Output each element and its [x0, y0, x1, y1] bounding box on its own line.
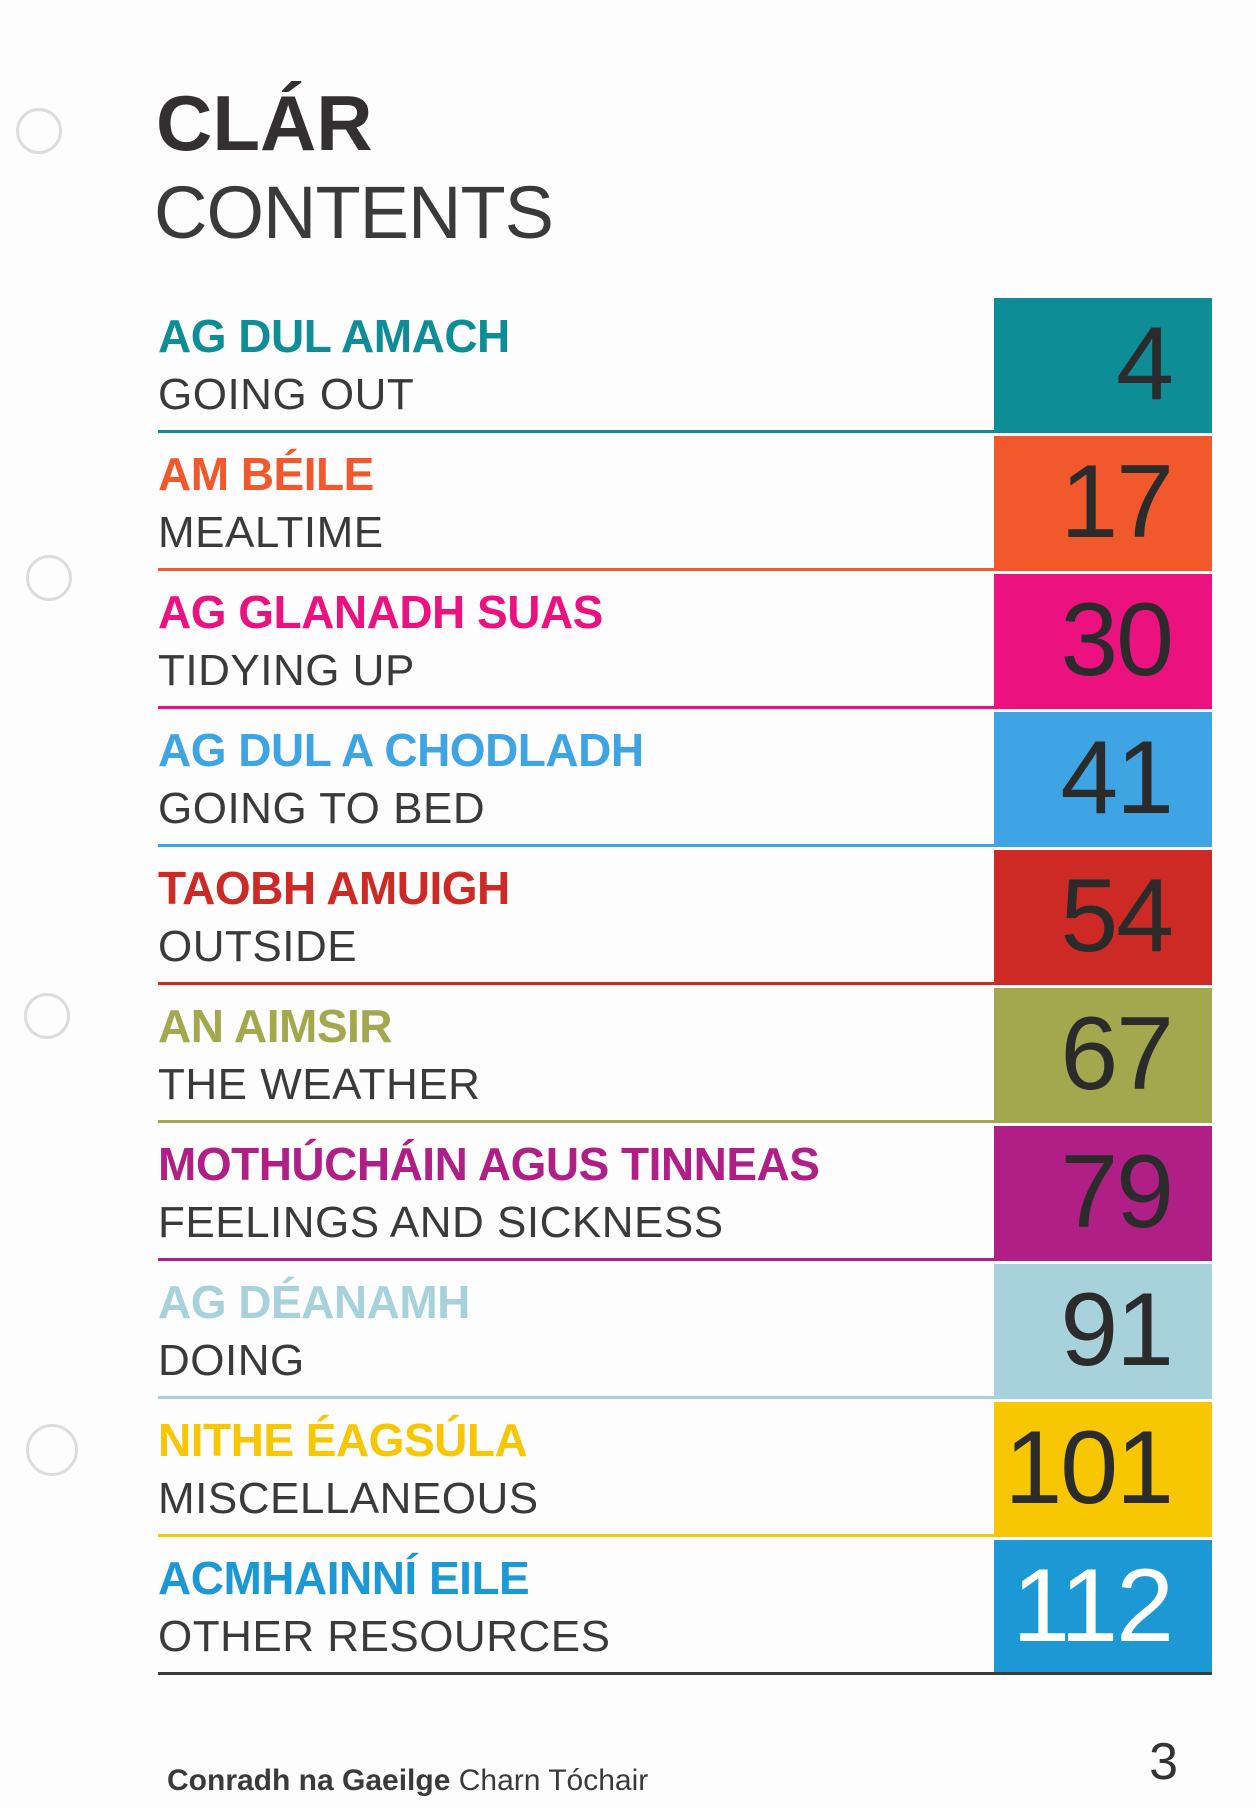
toc-entry-page-box: 91 [994, 1264, 1212, 1396]
toc-entry[interactable]: AG DUL AMACH GOING OUT 4 [158, 295, 1212, 433]
toc-entry[interactable]: MOTHÚCHÁIN AGUS TINNEAS FEELINGS AND SIC… [158, 1123, 1212, 1261]
toc-entry-irish-title: AG DUL AMACH [158, 310, 510, 362]
toc-entry-english-title: OUTSIDE [158, 922, 358, 971]
hole-punch [24, 993, 70, 1039]
toc-entry[interactable]: ACMHAINNÍ EILE OTHER RESOURCES 112 [158, 1537, 1212, 1675]
toc-entry-irish-title: ACMHAINNÍ EILE [158, 1552, 530, 1604]
toc-entry-page-number: 30 [1060, 582, 1174, 698]
toc-entry-page-number: 54 [1060, 858, 1174, 974]
toc-entry[interactable]: NITHE ÉAGSÚLA MISCELLANEOUS 101 [158, 1399, 1212, 1537]
toc-entry-page-number: 4 [1116, 306, 1174, 422]
toc-entry-irish-title: AM BÉILE [158, 448, 374, 500]
footer-publisher-regular: Charn Tóchair [458, 1764, 649, 1797]
toc-entry-english-title: DOING [158, 1336, 305, 1385]
toc-entry-english-title: GOING TO BED [158, 784, 486, 833]
toc-entry-page-number: 17 [1060, 444, 1174, 560]
toc-entry-irish-title: NITHE ÉAGSÚLA [158, 1414, 528, 1466]
toc-entry-page-number: 79 [1060, 1134, 1174, 1250]
toc-entry-english-title: MISCELLANEOUS [158, 1474, 539, 1523]
page-title-irish: CLÁR [156, 79, 373, 167]
toc-entry-irish-title: AG GLANADH SUAS [158, 586, 603, 638]
toc-entry-english-title: TIDYING UP [158, 646, 415, 695]
toc-entry-page-box: 79 [994, 1126, 1212, 1258]
toc-entry-page-box: 41 [994, 712, 1212, 844]
toc-entry-page-box: 17 [994, 436, 1212, 568]
toc-entry-english-title: OTHER RESOURCES [158, 1612, 611, 1661]
toc-entry[interactable]: AG GLANADH SUAS TIDYING UP 30 [158, 571, 1212, 709]
toc-list: AG DUL AMACH GOING OUT 4 AM BÉILE MEALTI… [158, 295, 1212, 1675]
toc-entry-english-title: THE WEATHER [158, 1060, 481, 1109]
hole-punch [26, 555, 72, 601]
toc-entry-page-number: 67 [1060, 996, 1174, 1112]
toc-entry-irish-title: AG DUL A CHODLADH [158, 724, 644, 776]
toc-entry-page-number: 101 [1004, 1410, 1174, 1526]
toc-entry-page-box: 54 [994, 850, 1212, 982]
toc-entry-english-title: MEALTIME [158, 508, 384, 557]
toc-entry-page-box: 4 [994, 298, 1212, 430]
toc-entry-irish-title: TAOBH AMUIGH [158, 862, 510, 914]
toc-entry-page-box: 30 [994, 574, 1212, 706]
footer-publisher: Conradh na Gaeilge Charn Tóchair [167, 1764, 648, 1798]
hole-punch [26, 1424, 78, 1476]
toc-entry[interactable]: AG DUL A CHODLADH GOING TO BED 41 [158, 709, 1212, 847]
toc-entry-page-number: 91 [1060, 1272, 1174, 1388]
toc-entry[interactable]: AG DÉANAMH DOING 91 [158, 1261, 1212, 1399]
toc-entry-page-number: 41 [1060, 720, 1174, 836]
toc-entry-english-title: GOING OUT [158, 370, 415, 419]
page-number: 3 [1149, 1733, 1178, 1791]
toc-entry-irish-title: AN AIMSIR [158, 1000, 393, 1052]
hole-punch [16, 108, 62, 154]
toc-entry-irish-title: MOTHÚCHÁIN AGUS TINNEAS [158, 1138, 820, 1190]
toc-entry-english-title: FEELINGS AND SICKNESS [158, 1198, 724, 1247]
toc-entry-page-box: 67 [994, 988, 1212, 1120]
toc-entry[interactable]: AN AIMSIR THE WEATHER 67 [158, 985, 1212, 1123]
toc-entry-page-number: 112 [1012, 1548, 1174, 1664]
toc-entry[interactable]: AM BÉILE MEALTIME 17 [158, 433, 1212, 571]
toc-entry-irish-title: AG DÉANAMH [158, 1276, 470, 1328]
footer-publisher-bold: Conradh na Gaeilge [167, 1764, 451, 1797]
toc-entry-page-box: 112 [994, 1540, 1212, 1672]
toc-entry[interactable]: TAOBH AMUIGH OUTSIDE 54 [158, 847, 1212, 985]
toc-entry-page-box: 101 [994, 1402, 1212, 1534]
page-title-english: CONTENTS [154, 171, 554, 254]
